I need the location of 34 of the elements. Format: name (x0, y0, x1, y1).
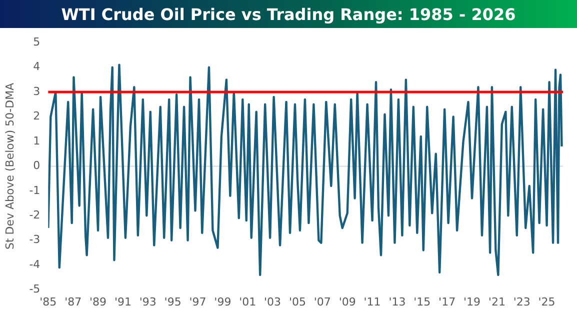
x-tick-label: '87 (64, 295, 82, 308)
x-tick-label: '89 (90, 295, 107, 308)
y-tick-label: -2 (29, 208, 40, 222)
x-tick-label: '19 (463, 295, 481, 308)
y-axis-title: St Dev Above (Below) 50-DMA (3, 82, 16, 250)
x-tick-label: '17 (438, 295, 456, 308)
x-tick-label: '13 (388, 295, 406, 308)
chart-title: WTI Crude Oil Price vs Trading Range: 1985 - 2026 (0, 0, 577, 28)
x-tick-label: '05 (288, 295, 306, 308)
y-tick-label: -3 (29, 233, 40, 246)
y-tick-label: 1 (33, 134, 40, 148)
x-tick-label: '93 (139, 295, 156, 308)
y-tick-label: 4 (33, 60, 40, 74)
x-tick-label: '85 (40, 295, 57, 308)
y-tick-label: 0 (33, 159, 40, 172)
y-tick-label: -4 (29, 258, 40, 271)
x-tick-label: '09 (338, 295, 356, 308)
x-tick-label: '03 (264, 295, 282, 308)
x-tick-label: '11 (364, 295, 381, 308)
x-tick-label: '15 (414, 295, 431, 308)
y-tick-label: 3 (33, 84, 40, 98)
x-tick-label: '99 (214, 295, 232, 308)
x-tick-label: '25 (538, 295, 556, 308)
x-tick-label: '97 (189, 295, 206, 308)
y-tick-label: 2 (33, 110, 40, 123)
x-tick-label: '23 (513, 295, 530, 308)
x-tick-label: '07 (314, 295, 331, 308)
x-tick-label: '01 (239, 295, 256, 308)
y-tick-label: 5 (33, 35, 40, 48)
x-tick-label: '91 (114, 295, 132, 308)
y-tick-label: -1 (29, 184, 40, 197)
x-tick-label: '21 (488, 295, 506, 308)
x-tick-label: '95 (164, 295, 182, 308)
y-tick-label: -5 (29, 282, 40, 296)
